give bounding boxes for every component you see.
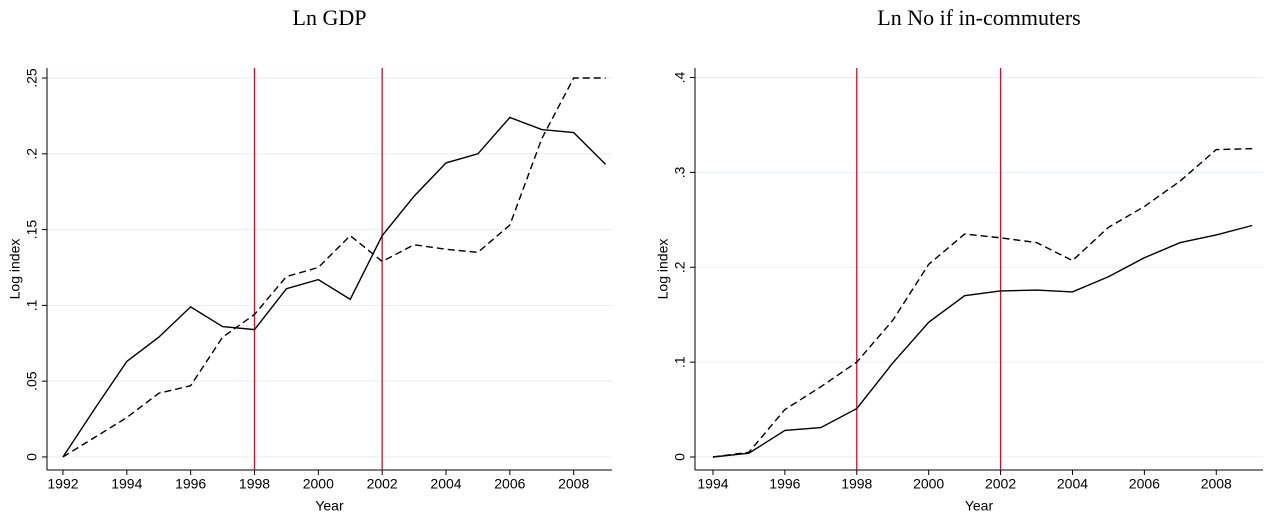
y-tick-label: .4 [672, 71, 688, 83]
x-axis-title: Year [965, 498, 994, 514]
data-line [712, 224, 1253, 458]
x-tick-label: 1998 [239, 476, 270, 492]
x-tick-label: 1996 [769, 476, 800, 492]
x-tick-label: 2004 [1057, 476, 1088, 492]
y-tick-label: 0 [672, 453, 688, 461]
y-tick-label: .2 [24, 148, 40, 160]
y-axis-title: Log index [655, 239, 671, 300]
x-tick-label: 1994 [697, 476, 728, 492]
x-tick-label: 2006 [494, 476, 525, 492]
data-line [62, 77, 606, 458]
x-tick-label: 1998 [841, 476, 872, 492]
data-line [62, 116, 607, 458]
x-tick-label: 2002 [985, 476, 1016, 492]
x-tick-label: 1994 [111, 476, 142, 492]
y-tick-label: .1 [24, 299, 40, 311]
y-tick-label: .1 [672, 356, 688, 368]
x-tick-label: 2008 [1201, 476, 1232, 492]
y-tick-label: .25 [24, 68, 40, 88]
x-tick-label: 2008 [558, 476, 589, 492]
y-axis-title: Log index [7, 239, 23, 300]
x-tick-label: 2004 [430, 476, 461, 492]
chart-title: Ln No if in-commuters [877, 5, 1080, 30]
x-axis-title: Year [315, 498, 344, 514]
x-tick-label: 2000 [303, 476, 334, 492]
y-tick-label: .3 [672, 166, 688, 178]
y-tick-label: 0 [24, 453, 40, 461]
chart-title: Ln GDP [293, 5, 367, 30]
y-tick-label: .15 [24, 220, 40, 240]
x-tick-label: 2000 [913, 476, 944, 492]
x-tick-label: 2002 [367, 476, 398, 492]
x-tick-label: 1996 [175, 476, 206, 492]
y-tick-label: .2 [672, 261, 688, 273]
y-tick-label: .05 [24, 371, 40, 391]
x-tick-label: 2006 [1129, 476, 1160, 492]
x-tick-label: 1992 [47, 476, 78, 492]
data-line [712, 147, 1253, 458]
